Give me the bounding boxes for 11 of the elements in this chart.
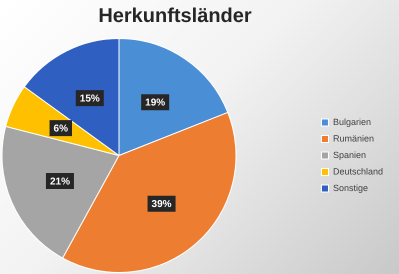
data-label: 15%	[80, 93, 100, 104]
data-label: 39%	[152, 199, 172, 210]
legend-label: Rumänien	[332, 133, 374, 144]
legend-label: Spanien	[332, 150, 366, 160]
legend-label: Sonstige	[332, 182, 368, 193]
data-label: 6%	[54, 123, 68, 134]
data-label: 19%	[145, 98, 166, 109]
legend-label: Bulgarien	[332, 116, 371, 127]
legend-label: Deutschland	[332, 166, 384, 176]
data-label: 21%	[50, 176, 70, 188]
chart-title: Herkunftsländer	[97, 5, 253, 28]
